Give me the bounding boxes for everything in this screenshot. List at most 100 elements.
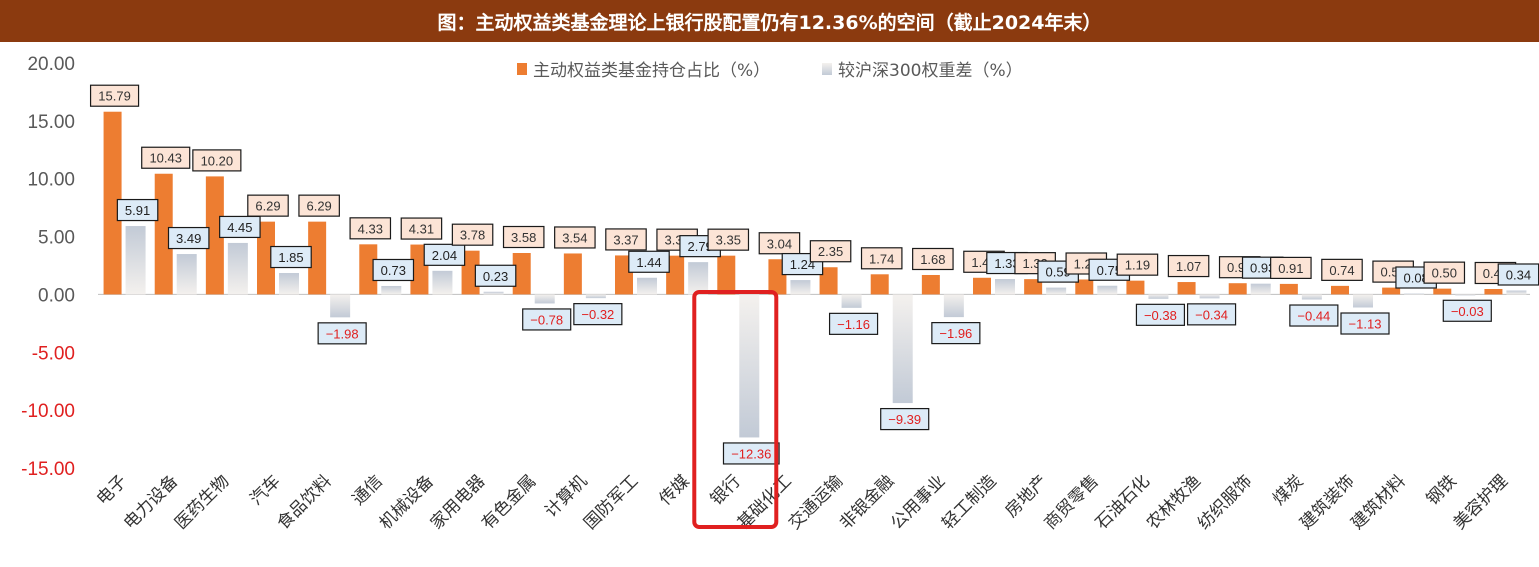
category-label: 传媒 xyxy=(655,471,693,509)
svg-text:0.74: 0.74 xyxy=(1329,263,1354,278)
category-label: 食品饮料 xyxy=(273,471,335,533)
svg-text:1.33: 1.33 xyxy=(994,256,1019,271)
bar-weight-diff xyxy=(176,254,197,295)
svg-text:−1.13: −1.13 xyxy=(1349,317,1382,332)
y-tick-label: 15.00 xyxy=(27,112,75,133)
svg-text:10.43: 10.43 xyxy=(149,151,182,166)
svg-text:6.29: 6.29 xyxy=(306,199,331,214)
data-label-weight-diff: 3.49 xyxy=(167,226,210,250)
category-label: 国防军工 xyxy=(580,471,642,533)
category-label: 医药生物 xyxy=(171,471,233,533)
svg-text:−12.36: −12.36 xyxy=(731,446,771,461)
category-label: 机械设备 xyxy=(376,471,438,533)
category-label: 通信 xyxy=(349,471,387,509)
data-label-weight-diff: 0.23 xyxy=(474,264,517,287)
y-tick-label: -5.00 xyxy=(32,343,75,364)
svg-text:−1.16: −1.16 xyxy=(837,317,870,332)
bar-weight-diff xyxy=(1506,290,1527,295)
data-label-weight-diff: 1.44 xyxy=(628,250,670,273)
svg-text:3.04: 3.04 xyxy=(767,236,792,251)
svg-text:0.50: 0.50 xyxy=(1432,266,1457,281)
data-label-fund-holding: 1.19 xyxy=(1116,253,1159,276)
svg-text:3.78: 3.78 xyxy=(460,228,485,243)
category-label: 商贸零售 xyxy=(1041,471,1103,533)
category-label: 计算机 xyxy=(541,471,591,521)
bar-weight-diff xyxy=(1097,285,1118,295)
bar-weight-diff xyxy=(1404,293,1425,295)
category-label: 电子 xyxy=(93,471,131,509)
data-label-fund-holding: 2.35 xyxy=(809,240,852,263)
svg-text:0.91: 0.91 xyxy=(1278,261,1303,276)
svg-text:3.37: 3.37 xyxy=(613,232,638,247)
svg-text:10.20: 10.20 xyxy=(201,153,234,168)
data-label-weight-diff: 1.24 xyxy=(781,252,824,276)
svg-text:0.08: 0.08 xyxy=(1403,271,1428,286)
svg-text:1.85: 1.85 xyxy=(278,250,303,265)
data-label-weight-diff: 1.85 xyxy=(270,245,312,269)
bar-weight-diff xyxy=(483,291,504,295)
category-label: 建筑装饰 xyxy=(1296,471,1358,533)
svg-text:1.19: 1.19 xyxy=(1125,258,1150,273)
bar-weight-diff xyxy=(637,277,657,295)
data-label-weight-diff: −0.03 xyxy=(1442,299,1492,322)
svg-text:1.74: 1.74 xyxy=(869,251,894,266)
category-label: 基础化工 xyxy=(734,471,796,533)
svg-text:0.59: 0.59 xyxy=(1045,265,1070,280)
svg-text:3.58: 3.58 xyxy=(511,230,536,245)
y-tick-label: 0.00 xyxy=(38,285,75,306)
data-label-fund-holding: 10.43 xyxy=(141,146,191,169)
data-label-weight-diff: −0.78 xyxy=(522,308,572,331)
bar-fund-holding xyxy=(973,277,991,295)
bar-fund-holding xyxy=(359,244,378,295)
category-label: 公用事业 xyxy=(887,471,949,533)
bar-weight-diff xyxy=(1353,294,1373,308)
category-label: 煤炭 xyxy=(1269,471,1307,509)
data-label-weight-diff: −0.32 xyxy=(573,303,623,326)
bar-fund-holding xyxy=(1126,280,1145,295)
data-label-weight-diff: 5.91 xyxy=(116,198,159,222)
data-label-fund-holding: 3.04 xyxy=(758,232,801,255)
bar-weight-diff xyxy=(739,294,760,438)
svg-text:1.07: 1.07 xyxy=(1176,259,1201,274)
svg-text:0.75: 0.75 xyxy=(1097,263,1122,278)
bar-weight-diff xyxy=(432,270,453,295)
bar-fund-holding xyxy=(1279,283,1298,295)
data-label-fund-holding: 15.79 xyxy=(89,84,140,107)
data-label-fund-holding: 6.29 xyxy=(298,194,340,217)
data-label-weight-diff: −0.38 xyxy=(1135,303,1186,326)
data-label-fund-holding: 1.07 xyxy=(1167,254,1210,278)
data-label-fund-holding: 1.68 xyxy=(912,247,954,271)
data-label-weight-diff: −0.44 xyxy=(1289,304,1339,327)
bar-weight-diff xyxy=(1250,283,1271,295)
bar-fund-holding xyxy=(921,274,940,295)
bar-weight-diff xyxy=(1301,294,1322,300)
category-label: 银行 xyxy=(707,471,745,509)
category-label: 农林牧渔 xyxy=(1143,471,1205,533)
bar-fund-holding xyxy=(1433,288,1452,295)
bar-weight-diff xyxy=(688,262,709,295)
category-label: 轻工制造 xyxy=(938,471,1000,533)
svg-text:6.29: 6.29 xyxy=(255,199,280,214)
bar-weight-diff xyxy=(1199,294,1220,299)
svg-text:−0.78: −0.78 xyxy=(530,312,563,327)
data-label-fund-holding: 6.29 xyxy=(247,194,289,217)
bar-weight-diff xyxy=(841,294,862,308)
svg-text:1.44: 1.44 xyxy=(636,255,661,270)
data-label-fund-holding: 10.20 xyxy=(192,149,242,172)
chart-title: 图：主动权益类基金理论上银行股配置仍有12.36%的空间（截止2024年末） xyxy=(0,0,1539,42)
svg-text:−0.44: −0.44 xyxy=(1297,309,1330,324)
bar-weight-diff xyxy=(1148,294,1169,299)
data-label-fund-holding: 0.50 xyxy=(1423,261,1466,284)
svg-text:−0.03: −0.03 xyxy=(1451,304,1484,319)
bar-fund-holding xyxy=(717,255,736,295)
bar-weight-diff xyxy=(279,273,299,295)
bar-fund-holding xyxy=(1177,282,1196,295)
data-label-fund-holding: 1.74 xyxy=(860,247,903,270)
data-label-fund-holding: 4.31 xyxy=(400,217,443,240)
bar-weight-diff xyxy=(1046,287,1067,295)
svg-text:主动权益类基金持仓占比（%）: 主动权益类基金持仓占比（%） xyxy=(533,61,770,81)
bar-weight-diff xyxy=(125,226,146,295)
svg-text:4.33: 4.33 xyxy=(358,221,383,236)
bar-fund-holding xyxy=(1484,288,1503,295)
bar-fund-holding xyxy=(308,221,327,295)
